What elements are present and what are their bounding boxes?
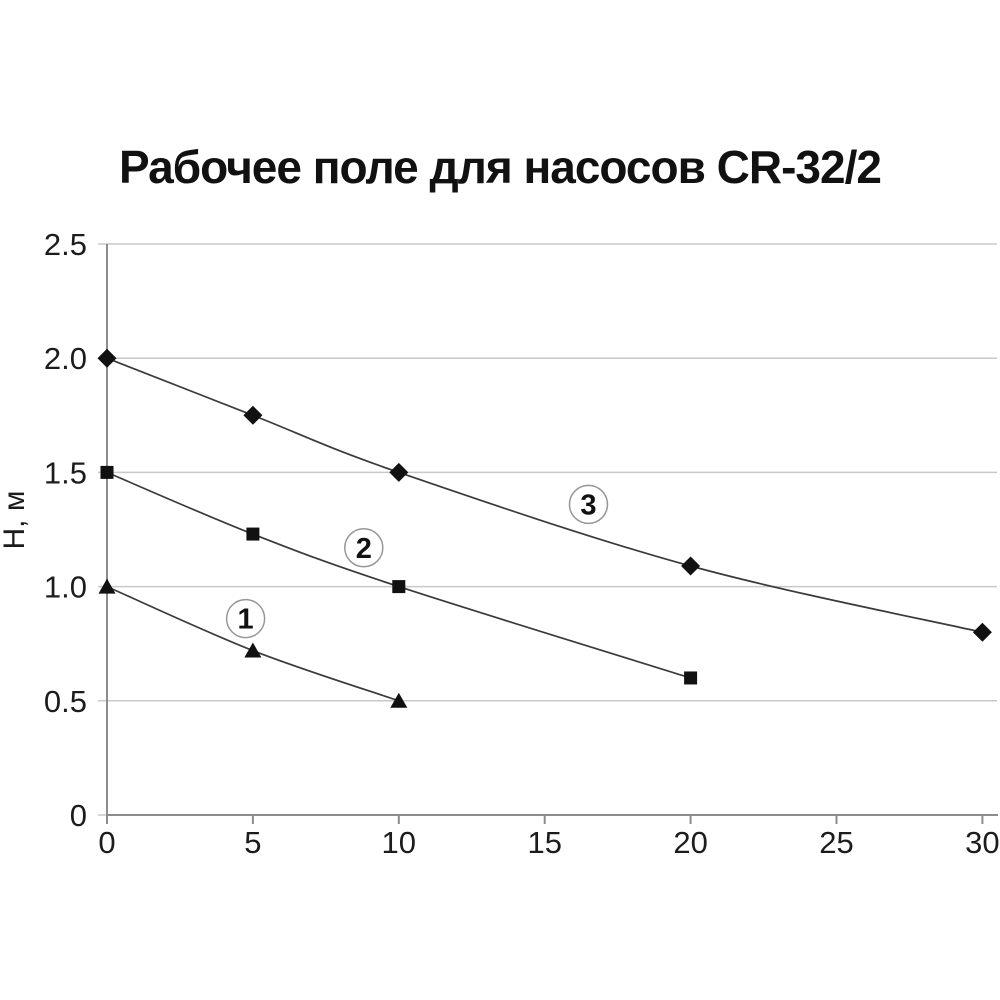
y-axis-title: Н, м xyxy=(0,491,31,550)
data-point-marker-diamond xyxy=(681,556,701,576)
x-tick-label: 15 xyxy=(527,825,561,860)
y-tick-label: 2.0 xyxy=(44,341,87,376)
x-tick-label: 10 xyxy=(382,825,416,860)
y-tick-label: 1.0 xyxy=(44,570,87,605)
data-point-marker-diamond xyxy=(972,622,992,642)
series-label-circle-3 xyxy=(568,484,609,525)
x-tick-label: 5 xyxy=(244,825,261,860)
chart-title: Рабочее поле для насосов CR-32/2 xyxy=(119,141,882,193)
series-line-2 xyxy=(106,471,691,679)
data-point-marker-diamond xyxy=(97,348,117,368)
data-point-marker-square xyxy=(100,465,114,479)
y-tick-label: 1.5 xyxy=(44,455,87,490)
series-label-number: 1 xyxy=(238,604,254,636)
data-point-marker-triangle xyxy=(98,578,116,594)
data-point-marker-diamond xyxy=(243,405,263,425)
x-tick-label: 30 xyxy=(965,825,999,860)
series-label-number: 3 xyxy=(580,489,596,521)
y-tick-label: 2.5 xyxy=(44,227,87,262)
series-label-number: 2 xyxy=(356,533,372,565)
x-tick-label: 20 xyxy=(673,825,707,860)
series-label-circle-2 xyxy=(344,528,384,568)
data-point-marker-square xyxy=(684,671,698,685)
data-point-marker-triangle xyxy=(390,692,408,708)
series-line-3 xyxy=(106,357,983,634)
data-point-marker-square xyxy=(246,527,260,541)
y-tick-label: 0 xyxy=(70,798,87,833)
x-tick-label: 0 xyxy=(98,825,115,860)
data-point-marker-diamond xyxy=(389,462,409,482)
data-point-marker-square xyxy=(392,580,406,594)
x-tick-label: 25 xyxy=(819,825,853,860)
series-label-circle-1 xyxy=(225,598,266,639)
data-point-marker-triangle xyxy=(244,642,262,658)
y-tick-label: 0.5 xyxy=(44,684,87,719)
